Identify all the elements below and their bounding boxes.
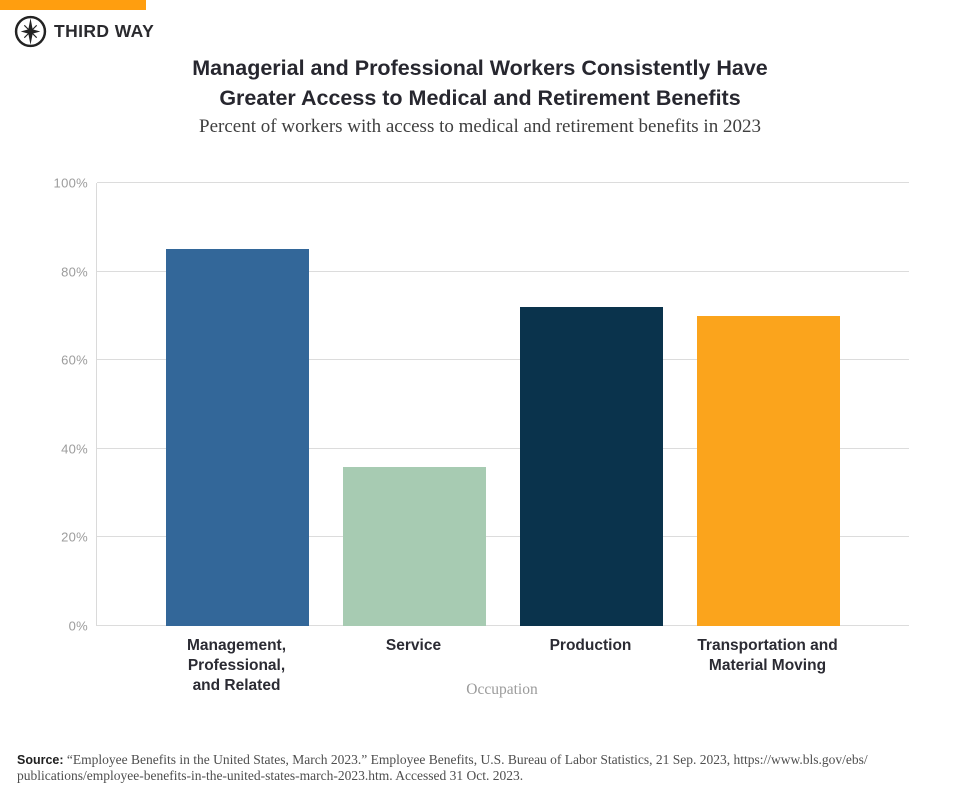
third-way-logo: THIRD WAY (14, 15, 154, 48)
category-label: Transportation and Material Moving (697, 637, 838, 674)
gridline (97, 536, 909, 538)
y-tick-label: 40% (61, 441, 88, 457)
brand-accent-bar (0, 0, 146, 10)
bar-slot (149, 183, 326, 626)
bar-1 (166, 249, 309, 626)
category-labels-row: Management, Professional, and Related Ser… (96, 636, 908, 696)
source-label: Source: (17, 752, 64, 767)
category-label: Service (385, 637, 442, 654)
y-tick-label: 0% (68, 618, 88, 634)
logo-text: THIRD WAY (54, 21, 155, 41)
gridline (97, 182, 909, 183)
bar-slot (680, 183, 857, 626)
gridline (97, 270, 909, 272)
gridline (97, 447, 909, 449)
chart-title: Managerial and Professional Workers Cons… (0, 53, 960, 113)
y-tick-label: 100% (53, 175, 88, 191)
y-tick-label: 80% (61, 264, 88, 280)
source-line-1: “Employee Benefits in the United States,… (63, 751, 868, 767)
source-line-2: publications/employee-benefits-in-the-un… (17, 767, 524, 783)
bar-4 (697, 315, 840, 626)
gridline (97, 359, 909, 361)
category-label: Management, Professional, and Related (186, 637, 287, 694)
x-axis-label: Occupation (466, 681, 538, 698)
bar-3 (520, 307, 663, 626)
source-citation: Source: “Employee Benefits in the United… (17, 752, 942, 784)
compass-star-icon (14, 15, 47, 48)
bar-slot (503, 183, 680, 626)
gridline (97, 625, 909, 626)
y-tick-label: 60% (61, 352, 88, 368)
chart-subtitle: Percent of workers with access to medica… (199, 116, 761, 137)
bar-slot (326, 183, 503, 626)
y-axis: 0% 20% 40% 60% 80% 100% (0, 176, 88, 634)
bars-row (97, 183, 909, 626)
title-line-2: Greater Access to Medical and Retirement… (219, 86, 741, 110)
category-label: Production (549, 637, 632, 654)
plot-area (96, 182, 909, 626)
title-line-1: Managerial and Professional Workers Cons… (192, 56, 768, 80)
y-tick-label: 20% (61, 529, 88, 545)
bar-2 (343, 466, 486, 626)
